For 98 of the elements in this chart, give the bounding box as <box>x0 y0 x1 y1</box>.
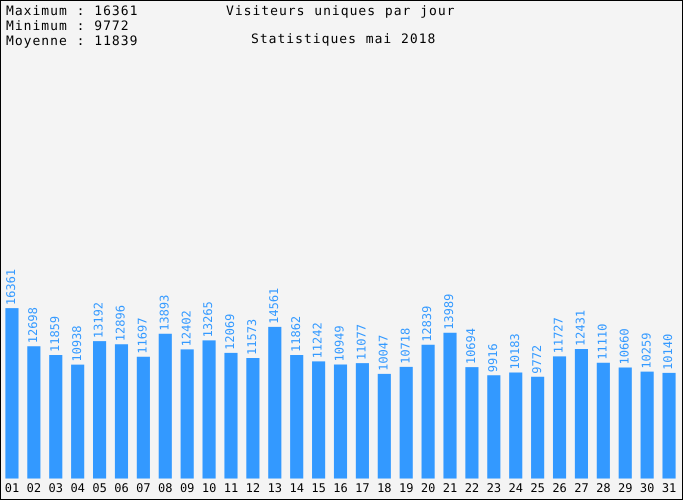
data-label: 11697 <box>135 318 150 354</box>
bar <box>552 356 566 479</box>
data-label: 10183 <box>508 333 522 370</box>
x-tick-label: 30 <box>640 480 654 495</box>
x-tick-label: 26 <box>552 480 567 495</box>
data-label: 11859 <box>48 316 62 352</box>
data-label: 12839 <box>420 306 434 342</box>
bar <box>312 361 326 479</box>
data-label: 10938 <box>70 325 84 362</box>
bar <box>268 326 282 479</box>
x-tick-label: 18 <box>377 480 392 495</box>
bar <box>378 374 391 479</box>
bar <box>246 358 260 479</box>
bar <box>487 375 500 479</box>
data-label: 16361 <box>4 268 18 306</box>
data-label: 12431 <box>574 310 588 346</box>
bar <box>509 372 522 479</box>
bar <box>443 332 457 479</box>
data-label: 11573 <box>245 318 260 355</box>
x-tick-label: 06 <box>114 480 129 495</box>
data-label: 11077 <box>354 324 369 360</box>
x-tick-label: 07 <box>136 480 151 495</box>
bar <box>574 349 588 479</box>
bar <box>662 372 676 479</box>
bar <box>290 354 304 479</box>
x-tick-label: 12 <box>246 480 260 495</box>
x-tick-label: 17 <box>355 480 370 495</box>
bar <box>136 356 150 479</box>
data-label: 13265 <box>201 301 216 338</box>
bar <box>356 363 369 479</box>
x-tick-label: 27 <box>574 480 589 495</box>
data-label: 10047 <box>376 334 390 371</box>
data-label: 11242 <box>310 322 325 358</box>
x-tick-label: 16 <box>333 480 348 495</box>
data-label: 10694 <box>464 328 478 364</box>
data-label: 11110 <box>595 324 610 360</box>
bar <box>224 352 238 479</box>
text: Maximum : 16361 <box>6 4 138 19</box>
chart-subtitle: Statistiques mai 2018 <box>251 32 436 47</box>
x-tick-label: 05 <box>92 480 107 495</box>
x-tick-label: 03 <box>48 480 63 495</box>
bar <box>92 341 106 479</box>
x-tick-label: 19 <box>398 480 414 495</box>
bar <box>114 344 128 479</box>
bar <box>618 368 632 479</box>
x-tick-label: 29 <box>618 480 632 495</box>
data-label: 10718 <box>398 328 412 364</box>
bar <box>202 340 216 479</box>
data-label: 14561 <box>266 288 281 324</box>
bar <box>5 308 19 479</box>
bar <box>71 364 84 479</box>
x-tick-label: 01 <box>4 480 20 495</box>
data-label: 10140 <box>661 334 676 370</box>
bar <box>27 346 40 479</box>
data-label: 13192 <box>92 302 106 338</box>
bar <box>180 349 194 479</box>
x-tick-label: 21 <box>442 480 458 495</box>
data-label: 9916 <box>486 343 500 372</box>
data-label: 12896 <box>114 305 128 342</box>
bar <box>400 366 413 479</box>
data-label: 13989 <box>442 294 456 330</box>
data-label: 13893 <box>157 294 172 331</box>
x-tick-label: 09 <box>180 480 194 495</box>
text: Minimum : 9772 <box>6 19 131 34</box>
x-tick-label: 31 <box>662 480 676 495</box>
x-tick-label: 14 <box>289 480 304 495</box>
x-tick-label: 15 <box>311 480 326 495</box>
bar <box>422 344 435 479</box>
x-tick-label: 08 <box>158 480 172 495</box>
x-tick-label: 04 <box>70 480 85 495</box>
data-label: 12069 <box>223 314 238 350</box>
data-label: 10949 <box>332 325 347 362</box>
text: Moyenne : 11839 <box>6 34 138 49</box>
data-label: 10259 <box>639 332 654 369</box>
x-tick-label: 22 <box>464 480 480 495</box>
x-tick-label: 23 <box>486 480 502 495</box>
data-label: 11727 <box>552 317 566 354</box>
bar <box>158 334 172 479</box>
data-label: 12402 <box>179 310 194 346</box>
x-tick-label: 13 <box>268 480 282 495</box>
bar <box>465 367 478 479</box>
bar <box>640 372 654 479</box>
x-tick-label: 20 <box>420 480 436 495</box>
data-label: 11862 <box>288 316 303 352</box>
data-label: 12698 <box>26 307 40 344</box>
bar <box>49 355 62 479</box>
data-label: 10660 <box>617 328 632 364</box>
bar <box>531 376 544 479</box>
x-tick-label: 28 <box>596 480 611 495</box>
x-tick-label: 02 <box>26 480 42 495</box>
chart-title: Visiteurs uniques par jour <box>226 4 456 19</box>
bar <box>334 364 348 479</box>
x-tick-label: 10 <box>202 480 216 495</box>
bar <box>596 362 610 479</box>
x-tick-label: 11 <box>224 480 238 495</box>
x-tick-label: 24 <box>508 480 523 495</box>
x-tick-label: 25 <box>530 480 545 495</box>
data-label: 9772 <box>530 344 544 374</box>
